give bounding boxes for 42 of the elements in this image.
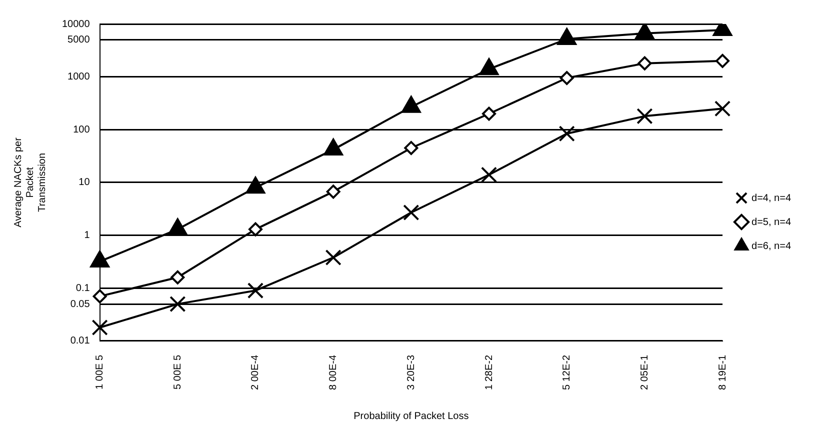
x-tick-label: 1 28E-2 [484,354,495,390]
x-tick-label: 2 05E-1 [639,354,650,390]
y-tick-label: 5000 [68,34,90,46]
y-tick-label: 0.01 [70,336,90,347]
y-tick-label: 100 [73,124,90,136]
x-tick-label: 5 12E-2 [562,354,573,390]
point [558,126,575,142]
x-axis-title: Probability of Packet Loss [354,410,469,422]
point [247,282,264,299]
y-tick-label: 0.05 [70,298,90,310]
point [482,106,496,121]
x-tick-label: 5 00E 5 [172,354,184,390]
point [170,270,185,284]
y-tick-label: 1000 [68,72,90,83]
y-axis-title: Average NACKs per Packet Transmission [12,136,48,228]
y-tick-label: 10000 [62,18,90,30]
point [636,108,653,124]
point [635,24,654,40]
point [480,166,498,183]
y-tick-label: 10 [78,177,90,188]
y-tick-label: 0.1 [76,282,90,294]
point [404,140,418,155]
point [403,204,420,221]
point [716,54,730,68]
point [248,222,262,236]
point [714,100,731,117]
x-tick-label: 8 19E-1 [717,354,728,390]
x-tick-label: 8 00E-4 [328,354,340,390]
point [638,56,652,70]
point [92,319,108,336]
point [560,71,574,86]
point [325,249,342,266]
legend-label: d=5, n=4 [752,216,792,228]
point [170,296,186,312]
x-tick-label: 3 20E-3 [406,354,417,390]
point [326,184,340,199]
point [92,289,107,304]
legend-label: d=4, n=4 [752,192,792,204]
x-tick-label: 2 00E-4 [250,354,262,390]
y-tick-label: 1 [84,230,90,242]
legend-label: d=6, n=4 [752,240,792,252]
x-tick-label: 1 00E 5 [94,354,106,390]
